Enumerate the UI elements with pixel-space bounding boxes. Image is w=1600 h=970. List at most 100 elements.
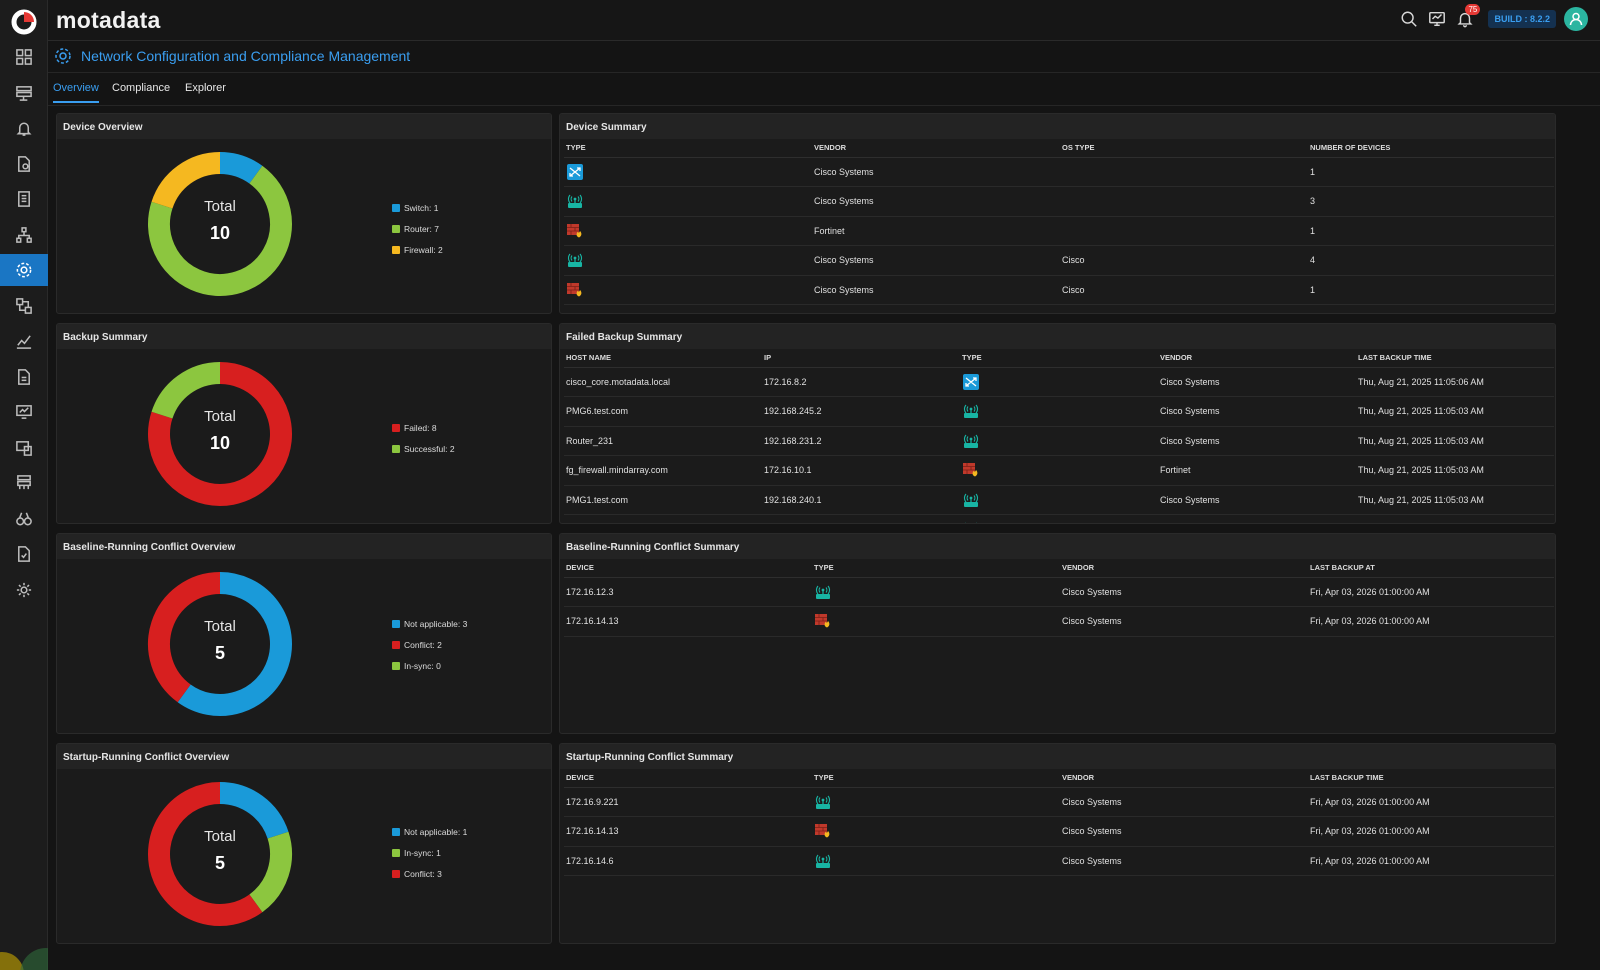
tab-explorer[interactable]: Explorer [185,82,226,94]
sidebar-item-inventory[interactable] [0,77,48,109]
sidebar-item-log[interactable] [0,361,48,393]
user-avatar[interactable] [1564,7,1588,31]
search-icon[interactable] [1400,9,1420,29]
sidebar-item-monitor[interactable] [0,396,48,428]
table-row[interactable]: PMG1.test.com 192.168.240.1 Cisco Systems T… [564,485,1554,515]
table-row[interactable]: Cisco Systems Cisco 1 [564,275,1554,305]
legend-item[interactable]: Not applicable: 3 [392,613,467,634]
sidebar-item-alert[interactable] [0,112,48,144]
type-cell [564,186,812,217]
total-label: Total [204,828,236,845]
donut-slice-conflict[interactable] [148,782,263,926]
donut-slice-failed[interactable] [148,362,292,506]
sidebar-item-report[interactable] [0,183,48,215]
baseline-summary-table: DEVICE TYPE VENDOR LAST BACKUP AT 172.16… [564,559,1554,637]
donut-slice-switch[interactable] [219,152,263,184]
router-icon [814,583,832,601]
column-header[interactable]: TYPE [812,559,1060,578]
table-row[interactable]: PMG6.test.com 192.168.245.2 Cisco Systems T… [564,396,1554,427]
table-row[interactable]: 172.16.12.3 Cisco Systems Fri, Apr 03, 202… [564,577,1554,607]
legend-item[interactable]: Router: 7 [392,218,443,239]
vendor-cell: Cisco Systems [1060,787,1308,817]
table-row[interactable]: Cisco Systems 1 [564,157,1554,187]
legend-item[interactable]: Not applicable: 1 [392,821,467,842]
time-cell: Thu, Aug 21, 2025 11:05:03 AM [1356,485,1554,515]
legend-item[interactable]: Firewall: 2 [392,240,443,261]
legend-item[interactable]: In-sync: 0 [392,656,467,677]
sidebar-item-metric[interactable] [0,325,48,357]
column-header[interactable]: HOST NAME [564,349,762,368]
device-overview-donut: Total 10 [145,149,295,299]
table-row[interactable] [564,514,1554,523]
table-row[interactable]: 172.16.14.6 Cisco Systems Fri, Apr 03, 202… [564,846,1554,876]
time-cell: Thu, Aug 21, 2025 11:05:06 AM [1356,367,1554,397]
column-header[interactable]: VENDOR [812,139,1060,158]
column-header[interactable]: DEVICE [564,769,812,788]
legend-item[interactable]: In-sync: 1 [392,842,467,863]
host-cell: PMG6.test.com [564,396,762,427]
column-header[interactable]: OS TYPE [1060,139,1308,158]
legend-item[interactable]: Switch: 1 [392,197,443,218]
table-row[interactable]: Cisco Systems 3 [564,186,1554,217]
column-header[interactable]: LAST BACKUP TIME [1356,349,1554,368]
sidebar-item-explorer[interactable] [0,503,48,535]
sidebar-item-audit[interactable] [0,538,48,570]
donut-slice-in-sync[interactable] [248,831,292,913]
column-header[interactable]: VENDOR [1060,559,1308,578]
ip-cell: 192.168.231.2 [762,426,960,456]
table-row[interactable]: Router_231 192.168.231.2 Cisco Systems Thu,… [564,426,1554,456]
sidebar-item-dashboard[interactable] [0,41,48,73]
column-header[interactable]: VENDOR [1060,769,1308,788]
table-row[interactable]: 172.16.9.221 Cisco Systems Fri, Apr 03, 20… [564,787,1554,817]
type-cell [960,485,1158,515]
legend-item[interactable]: Conflict: 2 [392,634,467,655]
table-row[interactable]: Cisco Systems Cisco 4 [564,245,1554,276]
sidebar-item-apm[interactable] [0,432,48,464]
sidebar-item-policy[interactable] [0,148,48,180]
column-header[interactable]: LAST BACKUP TIME [1308,769,1554,788]
column-header[interactable]: LAST BACKUP AT [1308,559,1554,578]
table-row[interactable]: cisco_core.motadata.local 172.16.8.2 Cisco… [564,367,1554,397]
vendor-cell: Cisco Systems [1060,846,1308,876]
tab-compliance[interactable]: Compliance [112,82,171,94]
host-cell: cisco_core.motadata.local [564,367,762,397]
sidebar-item-ncm[interactable] [0,254,48,286]
legend-item[interactable]: Conflict: 3 [392,864,467,885]
table-row[interactable]: 172.16.14.13 Cisco Systems Fri, Apr 03, 20… [564,606,1554,637]
monitor-settings-icon[interactable] [1428,9,1448,29]
type-cell [960,514,1158,523]
sidebar-item-settings[interactable] [0,574,48,606]
donut-slice-conflict[interactable] [148,572,221,703]
router-icon [962,520,980,523]
table-row[interactable]: fg_firewall.mindarray.com 172.16.10.1 Fort… [564,455,1554,486]
type-cell [812,846,1060,876]
sidebar-item-topology[interactable] [0,219,48,251]
column-header[interactable]: DEVICE [564,559,812,578]
column-header[interactable]: NUMBER OF DEVICES [1308,139,1554,158]
sidebar-item-flow[interactable] [0,290,48,322]
column-header[interactable]: TYPE [564,139,812,158]
device-summary-panel: Device Summary TYPE VENDOR OS TYPE NUMBE… [559,113,1556,314]
type-cell [812,816,1060,847]
column-header[interactable]: TYPE [960,349,1158,368]
donut-slice-router[interactable] [148,165,292,296]
logo-icon[interactable] [10,8,38,36]
startup-overview-panel: Startup-Running Conflict Overview Total … [56,743,552,944]
column-header[interactable]: TYPE [812,769,1060,788]
column-header[interactable]: IP [762,349,960,368]
notification-bell-icon[interactable]: 75 [1456,4,1481,29]
sidebar-item-network[interactable] [0,467,48,499]
os-cell [1060,186,1308,217]
column-header[interactable]: VENDOR [1158,349,1356,368]
table-row[interactable]: Fortinet 1 [564,216,1554,246]
vendor-cell: Cisco Systems [1158,426,1356,456]
donut-slice-firewall[interactable] [151,152,221,210]
donut-slice-not-applicable[interactable] [177,572,292,716]
tab-overview[interactable]: Overview [53,82,99,103]
donut-slice-successful[interactable] [151,362,221,420]
donut-slice-not-applicable[interactable] [219,782,289,840]
panel-title: Failed Backup Summary [560,324,1555,349]
legend-item[interactable]: Successful: 2 [392,438,455,459]
legend-item[interactable]: Failed: 8 [392,417,455,438]
table-row[interactable]: 172.16.14.13 Cisco Systems Fri, Apr 03, 20… [564,816,1554,847]
